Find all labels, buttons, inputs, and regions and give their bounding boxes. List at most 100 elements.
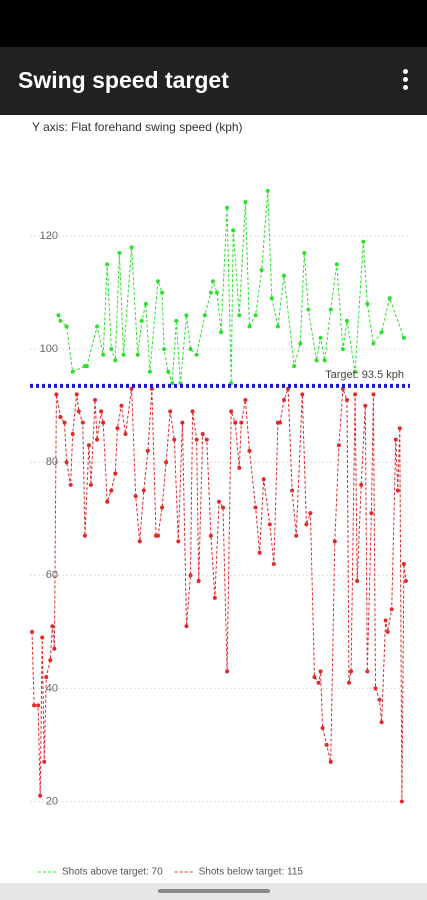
data-point: [58, 318, 63, 323]
data-point: [347, 680, 352, 685]
data-point: [52, 646, 57, 651]
data-point: [190, 409, 195, 414]
data-point: [401, 335, 406, 340]
data-point: [316, 680, 321, 685]
data-point: [30, 629, 35, 634]
data-point: [267, 522, 272, 527]
data-point: [318, 669, 323, 674]
y-tick-label: 60: [46, 569, 58, 581]
data-point: [86, 443, 91, 448]
data-point: [308, 511, 313, 516]
data-point: [113, 471, 118, 476]
data-point: [70, 369, 75, 374]
data-point: [243, 200, 248, 205]
chart-title: Y axis: Flat forehand swing speed (kph): [32, 120, 243, 134]
data-point: [188, 573, 193, 578]
data-point: [64, 460, 69, 465]
data-point: [32, 703, 37, 708]
data-point: [202, 313, 207, 318]
data-point: [233, 420, 238, 425]
data-point: [292, 364, 297, 369]
data-point: [221, 505, 226, 510]
data-point: [113, 358, 118, 363]
data-point: [393, 437, 398, 442]
chart: Y axis: Flat forehand swing speed (kph) …: [30, 120, 410, 878]
data-point: [401, 562, 406, 566]
data-point: [184, 624, 189, 629]
nav-bar: [0, 883, 427, 900]
data-point: [123, 431, 128, 436]
data-point: [294, 533, 299, 538]
data-point: [369, 511, 374, 516]
target-label: Target: 93.5 kph: [325, 369, 404, 381]
data-point: [208, 290, 213, 295]
data-point: [229, 409, 234, 414]
app-title: Swing speed target: [18, 67, 229, 93]
data-point: [156, 533, 161, 538]
app-bar: Swing speed target: [0, 47, 427, 115]
data-point: [119, 403, 124, 408]
data-point: [162, 347, 167, 352]
data-point: [239, 420, 244, 425]
data-point: [340, 347, 345, 352]
data-point: [68, 482, 73, 487]
data-point: [196, 578, 201, 583]
data-point: [328, 307, 333, 312]
data-point: [208, 533, 213, 538]
data-point: [328, 759, 333, 764]
data-point: [70, 431, 75, 436]
data-point: [115, 426, 120, 431]
data-point: [371, 341, 376, 346]
data-point: [44, 675, 49, 680]
data-point: [247, 448, 252, 453]
data-point: [74, 392, 79, 397]
data-point: [379, 330, 384, 335]
data-point: [312, 675, 317, 680]
data-point: [277, 420, 282, 425]
data-point: [353, 369, 358, 374]
data-point: [247, 324, 252, 329]
data-point: [180, 420, 185, 425]
status-bar: [0, 0, 427, 47]
data-point: [176, 539, 181, 544]
data-point: [349, 669, 354, 674]
data-point: [253, 505, 258, 510]
data-point: [42, 759, 47, 764]
data-point: [383, 618, 388, 623]
data-point: [387, 296, 392, 301]
data-point: [174, 318, 179, 323]
series-line: [31, 388, 407, 802]
data-point: [324, 742, 329, 747]
data-point: [322, 358, 327, 363]
data-point: [58, 415, 63, 419]
data-point: [129, 245, 134, 250]
data-point: [133, 494, 138, 499]
data-point: [147, 369, 152, 374]
data-point: [271, 562, 276, 566]
data-point: [399, 799, 404, 804]
data-point: [363, 403, 368, 408]
data-point: [160, 290, 165, 295]
data-point: [109, 347, 114, 352]
data-point: [290, 488, 295, 493]
data-point: [304, 522, 309, 527]
data-point: [318, 335, 323, 340]
data-point: [200, 431, 205, 436]
data-point: [50, 624, 55, 629]
data-point: [397, 426, 402, 431]
data-point: [137, 539, 142, 544]
data-point: [300, 392, 305, 397]
data-point: [139, 318, 144, 323]
data-point: [76, 409, 81, 414]
overflow-menu[interactable]: [403, 69, 409, 91]
data-point: [62, 420, 67, 425]
data-point: [166, 369, 171, 374]
data-point: [282, 398, 287, 403]
data-point: [219, 330, 224, 335]
legend-label: Shots above target: 70: [62, 867, 163, 878]
data-point: [257, 550, 262, 555]
data-point: [105, 262, 110, 267]
data-point: [156, 279, 161, 284]
data-point: [170, 381, 175, 386]
